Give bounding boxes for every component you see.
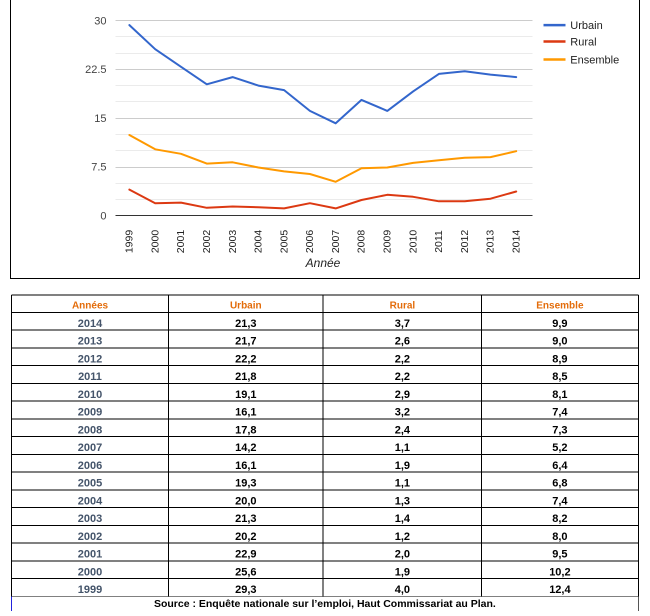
svg-text:Urbain: Urbain xyxy=(230,301,262,312)
svg-text:2,2: 2,2 xyxy=(395,353,410,365)
svg-text:2006: 2006 xyxy=(304,230,316,254)
svg-text:25,6: 25,6 xyxy=(235,566,256,578)
svg-text:2009: 2009 xyxy=(78,407,102,419)
svg-text:21,3: 21,3 xyxy=(235,513,256,525)
svg-text:Ensemble: Ensemble xyxy=(536,301,584,312)
svg-text:8,9: 8,9 xyxy=(552,353,567,365)
svg-text:2000: 2000 xyxy=(78,566,102,578)
svg-text:21,3: 21,3 xyxy=(235,318,256,330)
svg-text:3,2: 3,2 xyxy=(395,407,410,419)
svg-text:7.5: 7.5 xyxy=(91,162,106,174)
svg-text:8,5: 8,5 xyxy=(552,371,567,383)
svg-text:2001: 2001 xyxy=(78,549,102,561)
svg-text:10,2: 10,2 xyxy=(549,566,570,578)
svg-text:6,8: 6,8 xyxy=(552,478,567,490)
svg-text:3,7: 3,7 xyxy=(395,318,410,330)
svg-text:Urbain: Urbain xyxy=(570,20,602,32)
svg-text:2002: 2002 xyxy=(78,531,102,543)
svg-text:7,4: 7,4 xyxy=(552,407,568,419)
svg-text:Années: Années xyxy=(72,301,109,312)
svg-text:2008: 2008 xyxy=(356,230,368,254)
svg-text:20,2: 20,2 xyxy=(235,531,256,543)
svg-text:1,1: 1,1 xyxy=(395,442,410,454)
svg-text:21,7: 21,7 xyxy=(235,336,256,348)
svg-text:2013: 2013 xyxy=(78,336,102,348)
svg-text:1,4: 1,4 xyxy=(395,513,411,525)
svg-text:2009: 2009 xyxy=(382,230,394,254)
svg-text:2,2: 2,2 xyxy=(395,371,410,383)
svg-text:16,1: 16,1 xyxy=(235,460,256,472)
svg-text:2001: 2001 xyxy=(175,230,187,254)
svg-text:1,9: 1,9 xyxy=(395,566,410,578)
svg-text:20,0: 20,0 xyxy=(235,495,256,507)
svg-text:1,2: 1,2 xyxy=(395,531,410,543)
svg-text:22,9: 22,9 xyxy=(235,549,256,561)
svg-text:1999: 1999 xyxy=(124,230,136,254)
svg-text:5,2: 5,2 xyxy=(552,442,567,454)
svg-text:14,2: 14,2 xyxy=(235,442,256,454)
svg-text:Rural: Rural xyxy=(390,301,416,312)
svg-text:1999: 1999 xyxy=(78,584,102,596)
svg-text:2011: 2011 xyxy=(433,230,445,253)
svg-text:8,1: 8,1 xyxy=(552,389,567,401)
svg-text:1,9: 1,9 xyxy=(395,460,410,472)
svg-text:30: 30 xyxy=(94,15,106,27)
svg-text:29,3: 29,3 xyxy=(235,584,256,596)
svg-text:2012: 2012 xyxy=(78,353,102,365)
svg-text:2006: 2006 xyxy=(78,460,102,472)
svg-text:2005: 2005 xyxy=(78,478,102,490)
svg-text:2013: 2013 xyxy=(485,230,497,254)
svg-text:2007: 2007 xyxy=(78,442,102,454)
svg-text:0: 0 xyxy=(100,210,106,222)
svg-text:15: 15 xyxy=(94,113,106,125)
svg-text:2008: 2008 xyxy=(78,424,102,436)
svg-text:2003: 2003 xyxy=(78,513,102,525)
svg-text:8,0: 8,0 xyxy=(552,531,567,543)
svg-text:Source : Enquête nationale sur: Source : Enquête nationale sur l’emploi,… xyxy=(154,598,496,610)
svg-text:8,2: 8,2 xyxy=(552,513,567,525)
svg-text:2003: 2003 xyxy=(227,230,239,254)
svg-text:2012: 2012 xyxy=(459,230,471,254)
svg-text:9,5: 9,5 xyxy=(552,549,567,561)
svg-text:2010: 2010 xyxy=(78,389,102,401)
svg-text:2004: 2004 xyxy=(78,495,103,507)
svg-text:22.5: 22.5 xyxy=(85,64,106,76)
svg-text:2002: 2002 xyxy=(201,230,213,254)
svg-text:2000: 2000 xyxy=(149,230,161,254)
svg-text:2,4: 2,4 xyxy=(395,424,411,436)
svg-text:16,1: 16,1 xyxy=(235,407,256,419)
svg-text:19,3: 19,3 xyxy=(235,478,256,490)
svg-text:Année: Année xyxy=(305,256,341,270)
svg-text:17,8: 17,8 xyxy=(235,424,256,436)
svg-text:12,4: 12,4 xyxy=(549,584,571,596)
svg-text:7,4: 7,4 xyxy=(552,495,568,507)
svg-text:19,1: 19,1 xyxy=(235,389,256,401)
svg-text:Ensemble: Ensemble xyxy=(570,54,619,66)
svg-text:2011: 2011 xyxy=(78,371,102,383)
svg-text:2,0: 2,0 xyxy=(395,549,410,561)
svg-text:1,1: 1,1 xyxy=(395,478,410,490)
svg-text:2005: 2005 xyxy=(278,230,290,254)
svg-text:6,4: 6,4 xyxy=(552,460,568,472)
svg-text:1,3: 1,3 xyxy=(395,495,410,507)
svg-text:2010: 2010 xyxy=(407,230,419,254)
svg-text:Rural: Rural xyxy=(570,36,596,48)
svg-text:9,0: 9,0 xyxy=(552,336,567,348)
svg-text:2,6: 2,6 xyxy=(395,336,410,348)
svg-text:4,0: 4,0 xyxy=(395,584,410,596)
svg-text:2,9: 2,9 xyxy=(395,389,410,401)
svg-text:7,3: 7,3 xyxy=(552,424,567,436)
svg-text:22,2: 22,2 xyxy=(235,353,256,365)
svg-text:9,9: 9,9 xyxy=(552,318,567,330)
svg-text:2004: 2004 xyxy=(253,230,265,254)
svg-text:21,8: 21,8 xyxy=(235,371,256,383)
svg-text:2014: 2014 xyxy=(78,318,103,330)
svg-text:2014: 2014 xyxy=(510,230,522,254)
svg-text:2007: 2007 xyxy=(330,230,342,254)
